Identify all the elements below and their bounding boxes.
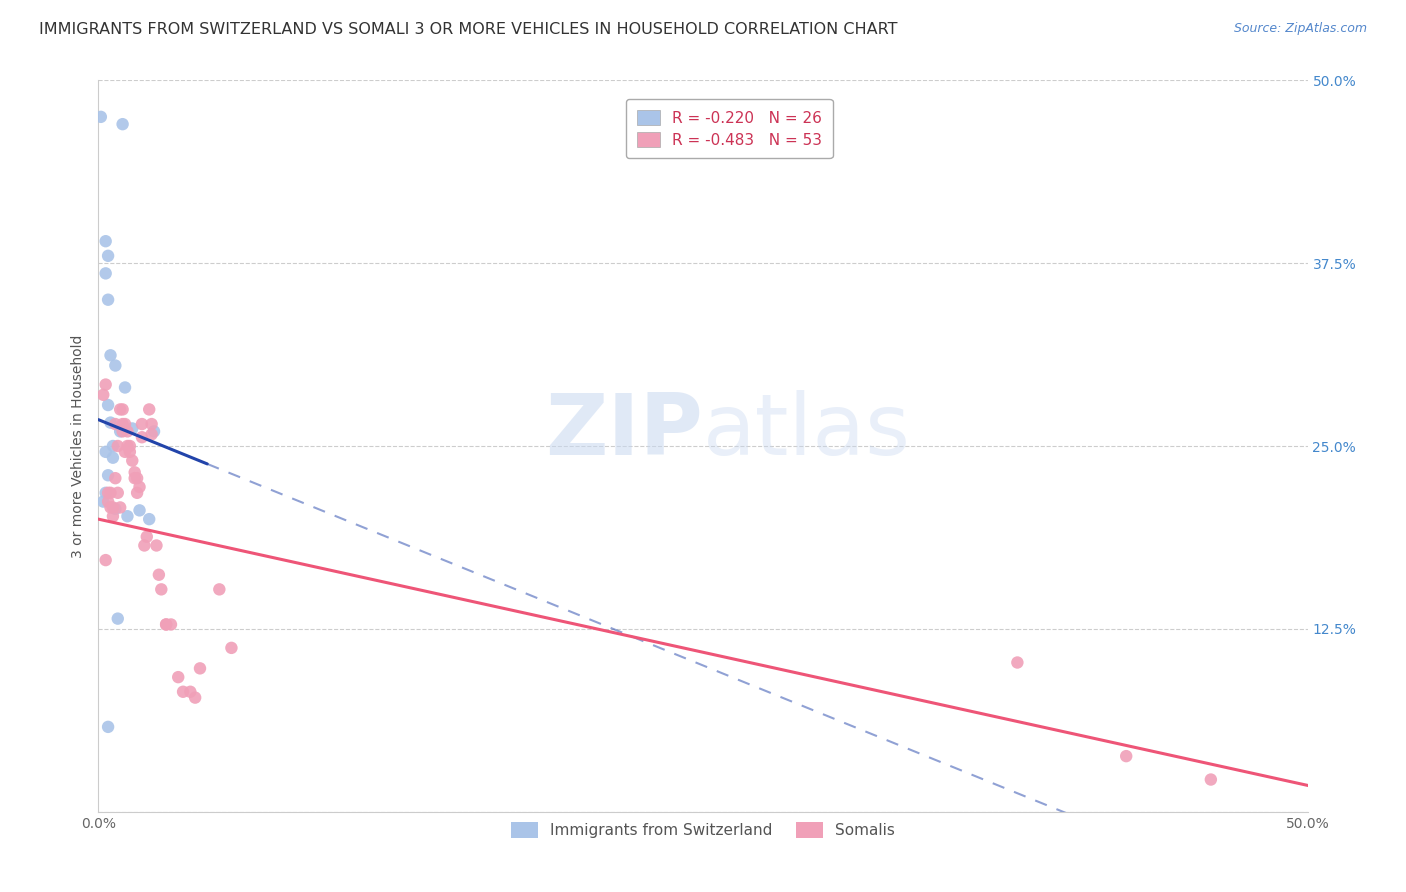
Point xyxy=(148,567,170,582)
Point xyxy=(188,661,211,675)
Point xyxy=(131,417,153,431)
Point xyxy=(101,439,124,453)
Point xyxy=(90,110,112,124)
Point xyxy=(94,553,117,567)
Point xyxy=(167,670,190,684)
Point xyxy=(94,266,117,280)
Point xyxy=(107,439,129,453)
Text: Source: ZipAtlas.com: Source: ZipAtlas.com xyxy=(1233,22,1367,36)
Point xyxy=(121,453,143,467)
Point xyxy=(111,402,134,417)
Point xyxy=(111,425,134,439)
Point xyxy=(128,480,150,494)
Point xyxy=(100,416,122,430)
Point xyxy=(117,509,139,524)
Point xyxy=(111,417,134,431)
Point xyxy=(221,640,243,655)
Point xyxy=(172,685,194,699)
Point xyxy=(135,530,157,544)
Point xyxy=(118,439,141,453)
Point xyxy=(1007,656,1029,670)
Point xyxy=(94,377,117,392)
Point xyxy=(160,617,183,632)
Point xyxy=(97,398,120,412)
Point xyxy=(124,471,146,485)
Point xyxy=(127,471,149,485)
Point xyxy=(150,582,173,597)
Point xyxy=(117,425,139,439)
Point xyxy=(97,468,120,483)
Point xyxy=(108,425,131,439)
Point xyxy=(94,485,117,500)
Point xyxy=(155,617,177,632)
Point xyxy=(104,471,127,485)
Point xyxy=(124,466,146,480)
Point xyxy=(131,430,153,444)
Point xyxy=(107,485,129,500)
Point xyxy=(97,249,120,263)
Point xyxy=(114,417,136,431)
Point xyxy=(143,425,166,439)
Point xyxy=(127,485,149,500)
Point xyxy=(104,417,127,431)
Point xyxy=(101,509,124,524)
Point xyxy=(91,494,114,508)
Y-axis label: 3 or more Vehicles in Household: 3 or more Vehicles in Household xyxy=(72,334,86,558)
Point xyxy=(111,117,134,131)
Point xyxy=(101,450,124,465)
Point xyxy=(101,500,124,515)
Point xyxy=(91,388,114,402)
Point xyxy=(1115,749,1137,764)
Point xyxy=(97,293,120,307)
Point xyxy=(118,445,141,459)
Point xyxy=(108,402,131,417)
Point xyxy=(155,617,177,632)
Point xyxy=(141,417,163,431)
Point xyxy=(104,359,127,373)
Point xyxy=(104,502,127,516)
Point xyxy=(107,612,129,626)
Point xyxy=(145,539,167,553)
Point xyxy=(128,503,150,517)
Point xyxy=(208,582,231,597)
Point xyxy=(108,500,131,515)
Point xyxy=(179,685,201,699)
Text: ZIP: ZIP xyxy=(546,390,703,473)
Text: IMMIGRANTS FROM SWITZERLAND VS SOMALI 3 OR MORE VEHICLES IN HOUSEHOLD CORRELATIO: IMMIGRANTS FROM SWITZERLAND VS SOMALI 3 … xyxy=(39,22,898,37)
Point xyxy=(97,494,120,508)
Point xyxy=(97,720,120,734)
Point xyxy=(94,234,117,248)
Point xyxy=(1199,772,1222,787)
Point xyxy=(114,380,136,394)
Legend: Immigrants from Switzerland, Somalis: Immigrants from Switzerland, Somalis xyxy=(505,816,901,845)
Point xyxy=(138,512,160,526)
Point xyxy=(100,485,122,500)
Point xyxy=(114,445,136,459)
Text: atlas: atlas xyxy=(703,390,911,473)
Point xyxy=(94,445,117,459)
Point xyxy=(134,539,156,553)
Point xyxy=(100,348,122,362)
Point xyxy=(97,485,120,500)
Point xyxy=(138,402,160,417)
Point xyxy=(121,421,143,435)
Point xyxy=(184,690,207,705)
Point xyxy=(100,500,122,515)
Point xyxy=(141,427,163,442)
Point xyxy=(117,439,139,453)
